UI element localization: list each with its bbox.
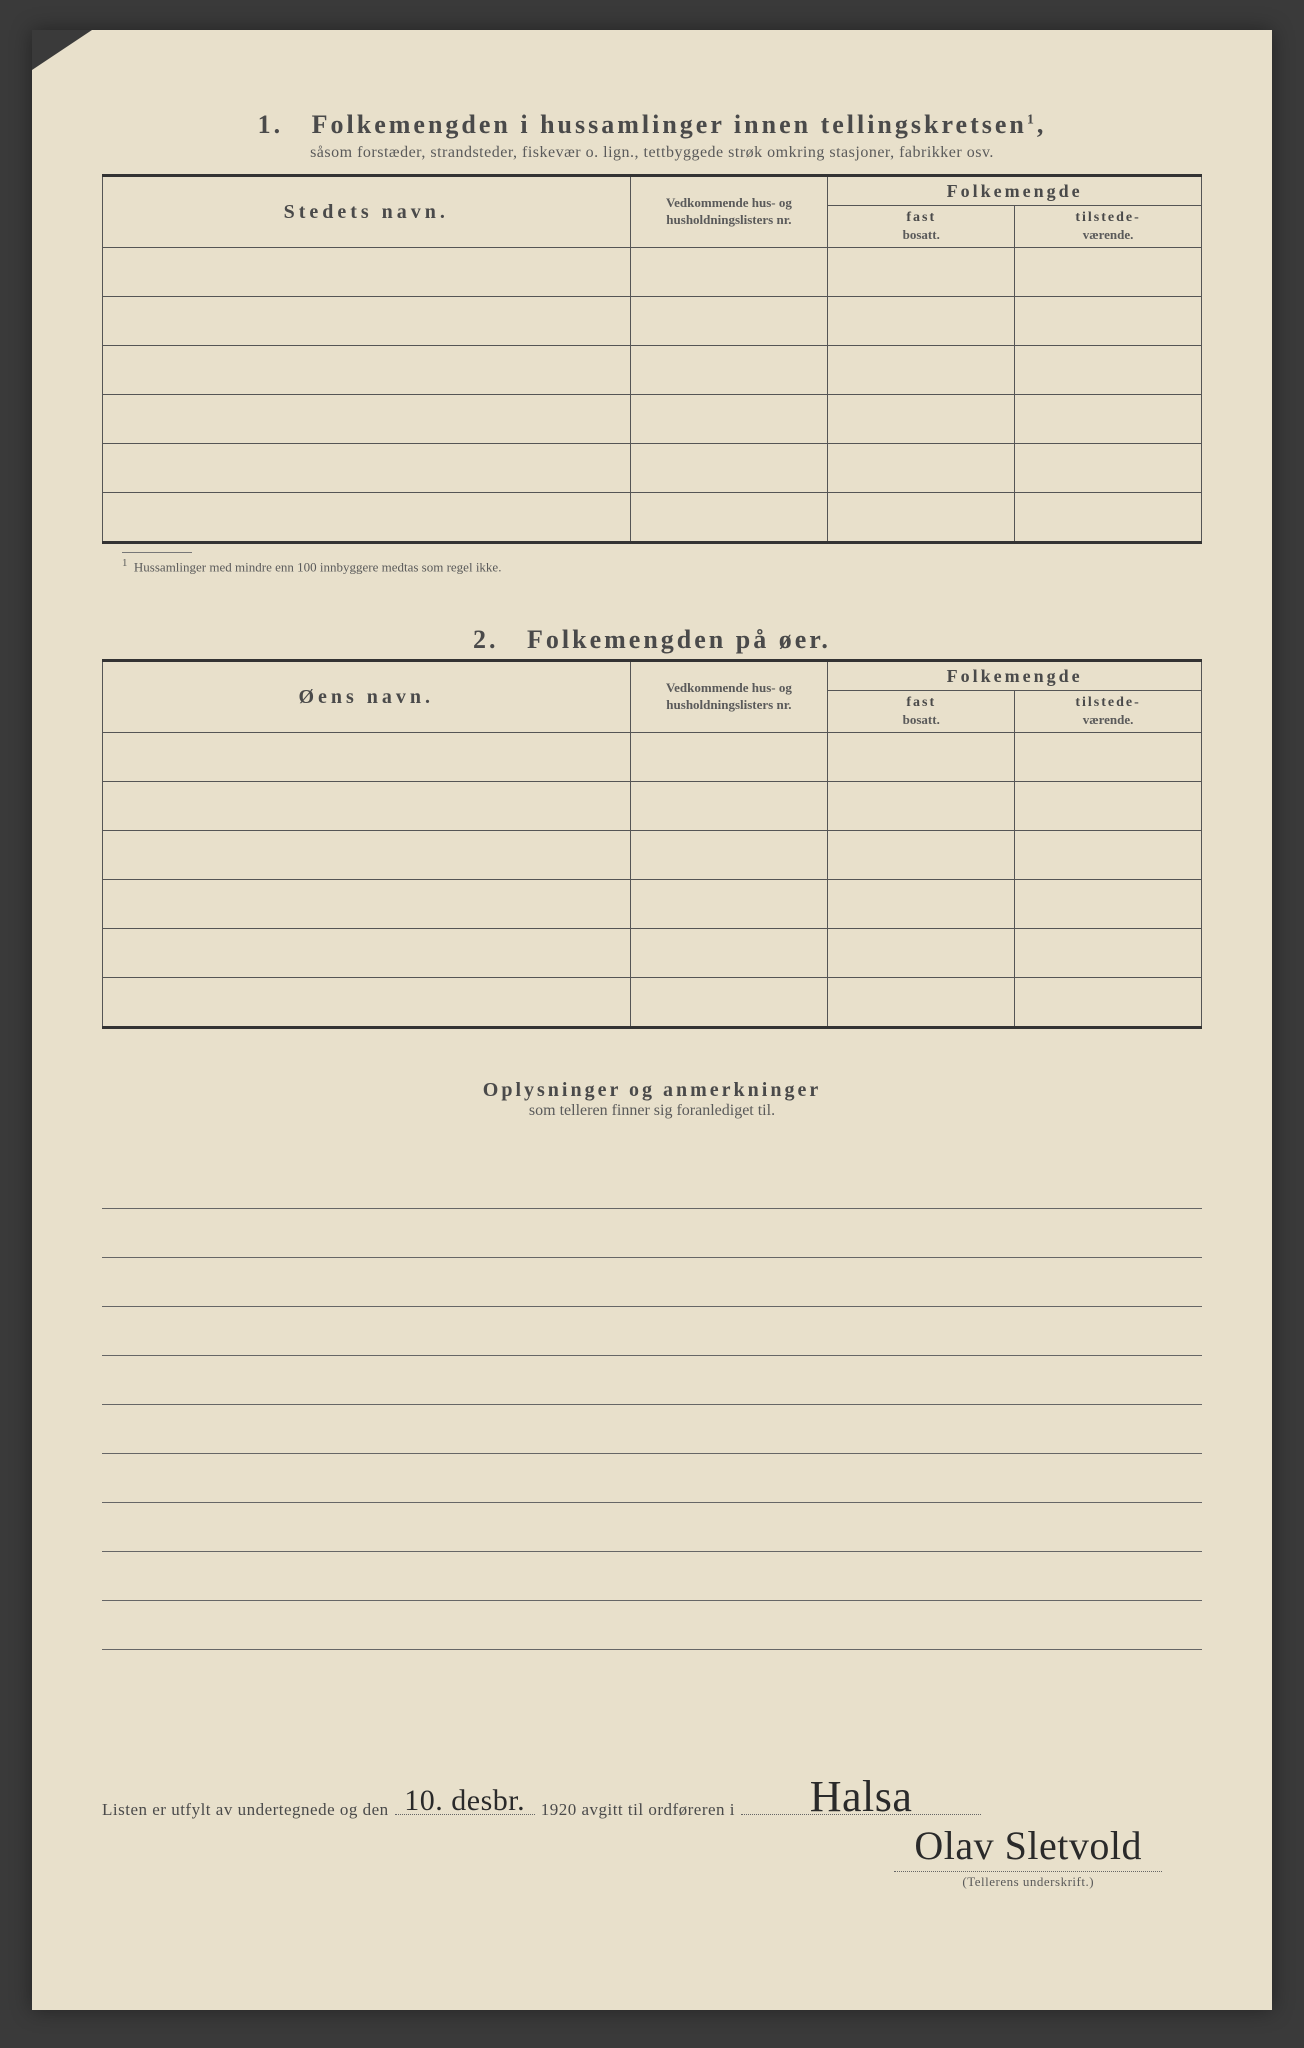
- section1-sup: 1: [1027, 112, 1037, 127]
- section1-subtitle: såsom forstæder, strandsteder, fiskevær …: [102, 144, 1202, 162]
- sig-mid: avgitt til ordføreren i: [581, 1800, 735, 1820]
- section1-tbody: [103, 248, 1202, 543]
- col-fast: fastbosatt.: [828, 206, 1015, 248]
- col-oens-navn: Øens navn.: [103, 661, 631, 733]
- col-folkemengde: Folkemengde: [828, 176, 1202, 206]
- section1-number: 1.: [258, 110, 284, 139]
- ruled-line: [102, 1552, 1202, 1601]
- section2: 2. Folkemengden på øer. Øens navn. Vedko…: [102, 625, 1202, 1029]
- table-row: [103, 395, 1202, 444]
- section2-tbody: [103, 733, 1202, 1028]
- ruled-line: [102, 1160, 1202, 1209]
- ruled-line: [102, 1601, 1202, 1650]
- footnote-marker: 1: [122, 557, 127, 569]
- ruled-line: [102, 1356, 1202, 1405]
- section1-title-text: Folkemengden i hussamlinger innen tellin…: [312, 110, 1027, 139]
- col-tilstede: tilstede-værende.: [1015, 206, 1202, 248]
- table-row: [103, 929, 1202, 978]
- signature-line: Listen er utfylt av undertegnede og den …: [102, 1800, 1202, 1820]
- document-page: 1. Folkemengden i hussamlinger innen tel…: [32, 30, 1272, 2010]
- signature-area: Listen er utfylt av undertegnede og den …: [102, 1800, 1202, 1820]
- ruled-line: [102, 1405, 1202, 1454]
- table-row: [103, 493, 1202, 543]
- sig-place-blank: Halsa: [741, 1814, 981, 1815]
- signer-handwritten: Olav Sletvold: [894, 1822, 1162, 1872]
- col-lists: Vedkommende hus- og husholdningslisters …: [630, 176, 828, 248]
- col-lists2: Vedkommende hus- og husholdningslisters …: [630, 661, 828, 733]
- signer-block: Olav Sletvold (Tellerens underskrift.): [894, 1822, 1162, 1890]
- section1-title: 1. Folkemengden i hussamlinger innen tel…: [102, 110, 1202, 140]
- table-row: [103, 346, 1202, 395]
- sig-date-blank: 10. desbr.: [395, 1814, 535, 1815]
- section1-table: Stedets navn. Vedkommende hus- og hushol…: [102, 174, 1202, 544]
- col-tilstede2: tilstede-værende.: [1015, 691, 1202, 733]
- section2-title: 2. Folkemengden på øer.: [102, 625, 1202, 655]
- ruled-lines: [102, 1160, 1202, 1650]
- table-row: [103, 444, 1202, 493]
- table-row: [103, 297, 1202, 346]
- signer-label: (Tellerens underskrift.): [894, 1874, 1162, 1890]
- sig-year: 1920: [541, 1800, 577, 1820]
- table-row: [103, 831, 1202, 880]
- col-fast2: fastbosatt.: [828, 691, 1015, 733]
- sig-prefix: Listen er utfylt av undertegnede og den: [102, 1800, 389, 1820]
- footnote-text: Hussamlinger med mindre enn 100 innbygge…: [134, 559, 502, 574]
- section2-title-text: Folkemengden på øer.: [527, 625, 831, 654]
- section3-title: Oplysninger og anmerkninger: [102, 1079, 1202, 1102]
- table-row: [103, 880, 1202, 929]
- section2-number: 2.: [473, 625, 499, 654]
- ruled-line: [102, 1258, 1202, 1307]
- ruled-line: [102, 1454, 1202, 1503]
- ruled-line: [102, 1209, 1202, 1258]
- table-row: [103, 248, 1202, 297]
- ruled-line: [102, 1503, 1202, 1552]
- section2-table: Øens navn. Vedkommende hus- og husholdni…: [102, 659, 1202, 1029]
- footnote-rule: [122, 552, 192, 553]
- section3-subtitle: som telleren finner sig foranlediget til…: [102, 1102, 1202, 1120]
- table-row: [103, 978, 1202, 1028]
- sig-date-handwritten: 10. desbr.: [404, 1784, 525, 1818]
- sig-place-handwritten: Halsa: [810, 1771, 913, 1822]
- table-row: [103, 782, 1202, 831]
- section1-footnote: 1 Hussamlinger med mindre enn 100 innbyg…: [102, 552, 1202, 575]
- col-folkemengde2: Folkemengde: [828, 661, 1202, 691]
- ruled-line: [102, 1307, 1202, 1356]
- col-stedets-navn: Stedets navn.: [103, 176, 631, 248]
- table-row: [103, 733, 1202, 782]
